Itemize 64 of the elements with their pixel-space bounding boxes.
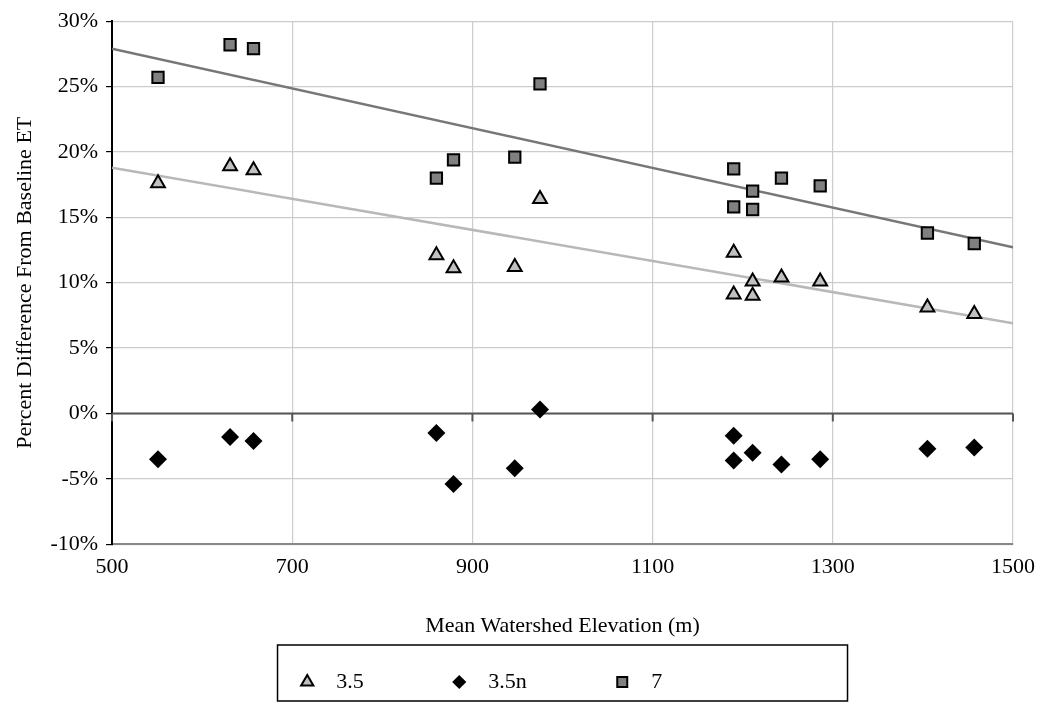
y-tick-label: 30% <box>57 6 99 32</box>
y-tick-label: -5% <box>61 464 99 490</box>
point <box>918 439 937 458</box>
y-axis-title: Percent Difference From Baseline ET <box>10 116 36 449</box>
point <box>531 400 549 419</box>
x-tick-label: 1300 <box>810 553 855 579</box>
point <box>812 272 829 287</box>
x-tick-label: 700 <box>275 553 309 579</box>
y-tick-label: -10% <box>50 529 99 555</box>
point <box>150 174 166 189</box>
legend-label: 3.5 <box>325 667 425 693</box>
point <box>149 450 167 469</box>
point <box>533 77 547 91</box>
point <box>428 246 445 261</box>
point <box>745 184 760 198</box>
point <box>919 298 936 313</box>
x-tick-label: 1500 <box>991 553 1035 579</box>
point <box>966 305 983 320</box>
point <box>444 475 463 494</box>
y-tick-label: 0% <box>68 399 99 425</box>
point <box>724 451 743 470</box>
point <box>427 424 446 443</box>
point <box>246 42 261 56</box>
x-axis-title: Mean Watershed Elevation (m) <box>425 611 700 637</box>
point <box>727 200 741 214</box>
x-tick-label: 1100 <box>631 553 675 579</box>
point <box>813 179 827 193</box>
y-tick-label: 25% <box>57 72 99 98</box>
point <box>967 236 981 251</box>
point <box>743 443 762 462</box>
point <box>505 459 524 478</box>
point <box>532 190 548 205</box>
y-tick-label: 15% <box>57 203 99 229</box>
point <box>725 243 742 258</box>
point <box>920 226 935 240</box>
point <box>772 455 791 474</box>
point <box>725 285 742 300</box>
point <box>245 161 262 176</box>
point <box>506 258 523 273</box>
point <box>745 202 760 217</box>
y-tick-label: 10% <box>57 268 99 294</box>
y-tick-label: 20% <box>57 137 99 163</box>
point <box>429 171 444 185</box>
point <box>744 286 761 301</box>
point <box>223 38 237 52</box>
point <box>727 162 741 176</box>
legend-label: 3.5n <box>477 667 588 693</box>
point <box>744 272 761 287</box>
point <box>221 427 240 446</box>
point <box>811 450 830 469</box>
legend-label: 7 <box>640 667 723 693</box>
point <box>508 150 522 164</box>
point <box>151 70 165 85</box>
point <box>965 438 984 457</box>
x-tick-label: 500 <box>95 553 129 579</box>
point <box>446 153 461 167</box>
point <box>222 157 239 172</box>
point <box>445 259 462 274</box>
point <box>774 171 789 185</box>
y-tick-label: 5% <box>68 333 99 359</box>
point <box>773 268 790 283</box>
point <box>724 426 743 445</box>
point <box>244 431 263 450</box>
x-tick-label: 900 <box>455 553 489 579</box>
